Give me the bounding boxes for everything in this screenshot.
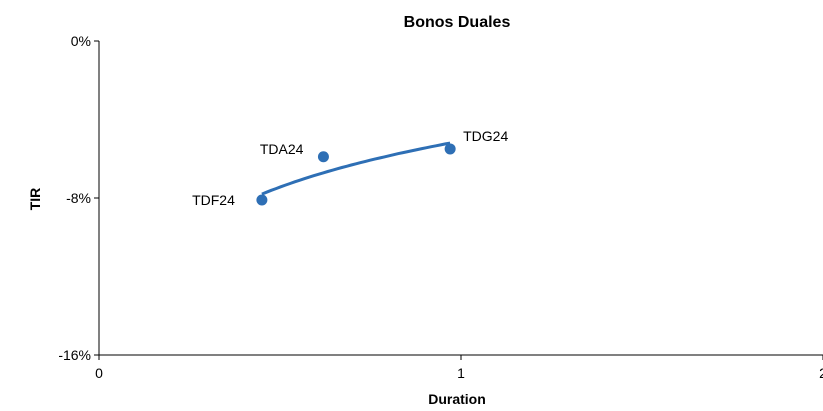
data-label-tdf24: TDF24 [192, 192, 235, 208]
data-label-tda24: TDA24 [260, 141, 304, 157]
x-axis-title: Duration [428, 391, 486, 407]
x-tick-label: 2 [819, 365, 823, 381]
y-tick-label: 0% [71, 33, 91, 49]
y-axis-ticks: 0% -8% -16% [58, 33, 99, 363]
data-point-tdf24 [256, 194, 268, 206]
data-point-tdg24 [444, 143, 456, 155]
y-axis-title: TIR [27, 188, 43, 211]
data-label-tdg24: TDG24 [463, 128, 508, 144]
trendline [261, 141, 451, 196]
data-points: TDF24 TDA24 TDG24 [192, 128, 508, 208]
trendline-group [261, 141, 451, 196]
x-tick-label: 1 [457, 365, 465, 381]
x-axis-ticks: 0 1 2 [95, 355, 823, 381]
y-tick-label: -16% [58, 347, 91, 363]
data-point-tda24 [317, 151, 329, 163]
y-tick-label: -8% [66, 190, 91, 206]
chart-title: Bonos Duales [404, 14, 511, 31]
x-tick-label: 0 [95, 365, 103, 381]
